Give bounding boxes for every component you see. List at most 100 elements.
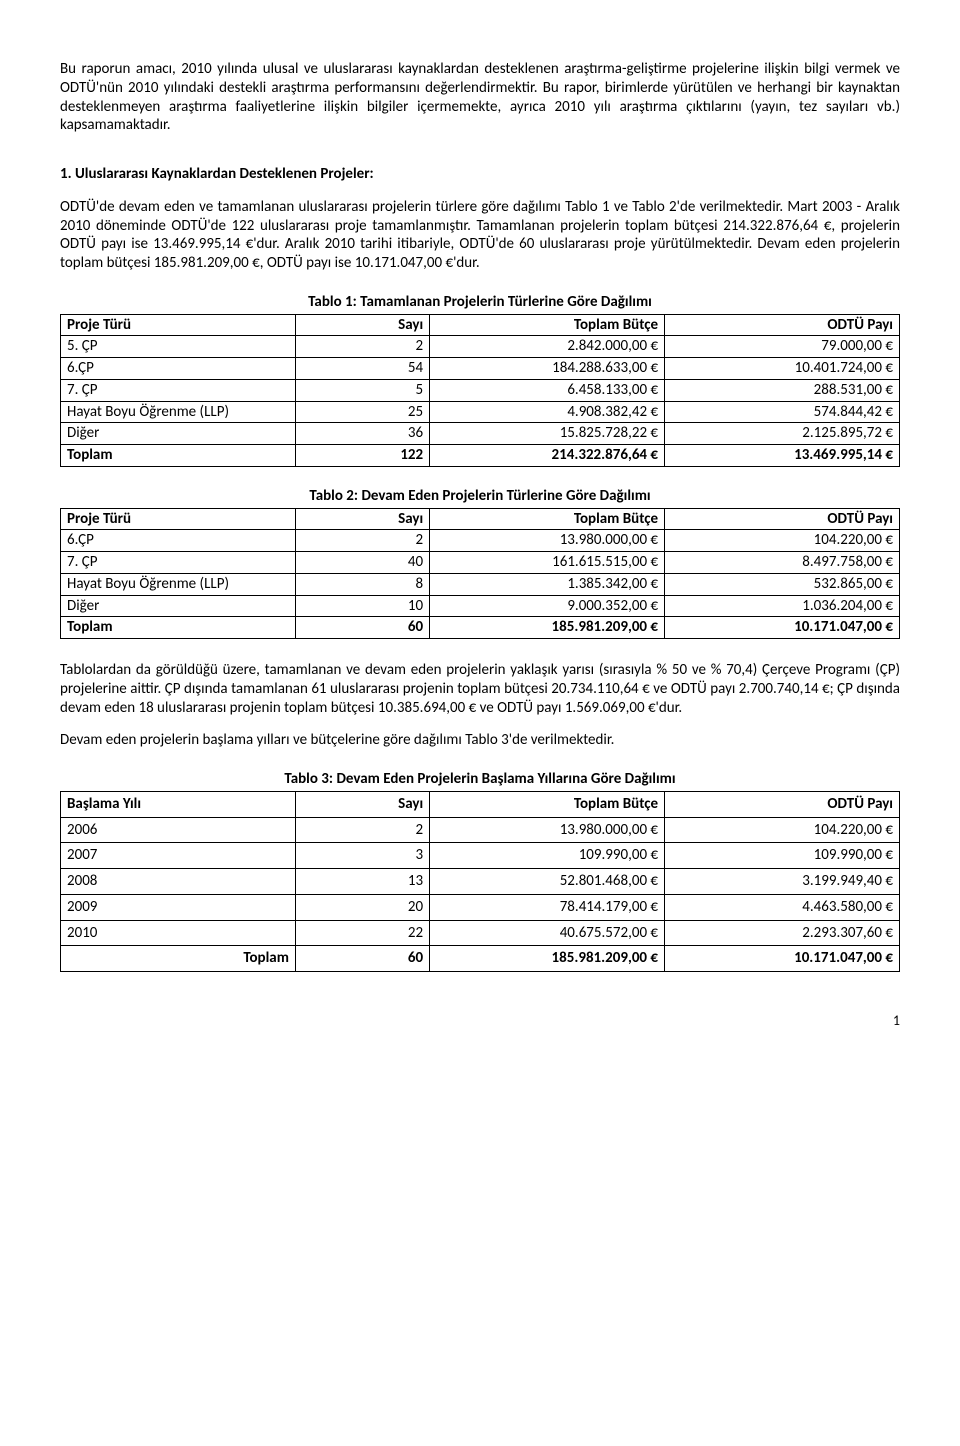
table3-h0: Başlama Yılı <box>61 791 296 817</box>
table2: Proje Türü Sayı Toplam Bütçe ODTÜ Payı 6… <box>60 508 900 640</box>
table-cell: 6.458.133,00 € <box>430 379 665 401</box>
table-cell: 2.293.307,60 € <box>665 920 900 946</box>
table-row: 20092078.414.179,00 €4.463.580,00 € <box>61 894 900 920</box>
table-cell: 109.990,00 € <box>665 843 900 869</box>
analysis-paragraph: Tablolardan da görüldüğü üzere, tamamlan… <box>60 661 900 717</box>
table1-h1: Sayı <box>295 314 429 336</box>
table-cell: 6.ÇP <box>61 358 296 380</box>
table-total-row: Toplam60185.981.209,00 €10.171.047,00 € <box>61 946 900 972</box>
table-row: 7. ÇP40161.615.515,00 €8.497.758,00 € <box>61 552 900 574</box>
table-cell: 36 <box>295 423 429 445</box>
table2-h2: Toplam Bütçe <box>430 508 665 530</box>
table-cell: 13.469.995,14 € <box>665 445 900 467</box>
table-cell: 13.980.000,00 € <box>430 530 665 552</box>
table-cell: 78.414.179,00 € <box>430 894 665 920</box>
table1-h0: Proje Türü <box>61 314 296 336</box>
table-cell: 20 <box>295 894 429 920</box>
page-number: 1 <box>60 1012 900 1030</box>
table-cell: 288.531,00 € <box>665 379 900 401</box>
table-cell: Toplam <box>61 946 296 972</box>
table-cell: 122 <box>295 445 429 467</box>
table-cell: 4.908.382,42 € <box>430 401 665 423</box>
table-total-row: Toplam60185.981.209,00 €10.171.047,00 € <box>61 617 900 639</box>
table3-title: Tablo 3: Devam Eden Projelerin Başlama Y… <box>60 770 900 789</box>
table-cell: 109.990,00 € <box>430 843 665 869</box>
table-cell: 574.844,42 € <box>665 401 900 423</box>
table-cell: 2.125.895,72 € <box>665 423 900 445</box>
table-cell: 5 <box>295 379 429 401</box>
table-cell: 10.171.047,00 € <box>665 946 900 972</box>
intro-paragraph: Bu raporun amacı, 2010 yılında ulusal ve… <box>60 60 900 135</box>
table-row: 20073109.990,00 €109.990,00 € <box>61 843 900 869</box>
table-cell: 184.288.633,00 € <box>430 358 665 380</box>
table-cell: 8 <box>295 573 429 595</box>
table-row: 20102240.675.572,00 €2.293.307,60 € <box>61 920 900 946</box>
table-cell: 25 <box>295 401 429 423</box>
table-cell: 7. ÇP <box>61 552 296 574</box>
table-cell: 7. ÇP <box>61 379 296 401</box>
table-cell: 2007 <box>61 843 296 869</box>
table2-h0: Proje Türü <box>61 508 296 530</box>
table-cell: 3.199.949,40 € <box>665 869 900 895</box>
table-row: Diğer3615.825.728,22 €2.125.895,72 € <box>61 423 900 445</box>
section-heading-1: 1. Uluslararası Kaynaklardan Desteklenen… <box>60 165 900 184</box>
table-cell: 8.497.758,00 € <box>665 552 900 574</box>
table-cell: 13 <box>295 869 429 895</box>
table-cell: 4.463.580,00 € <box>665 894 900 920</box>
table-cell: Toplam <box>61 617 296 639</box>
table-cell: 1.036.204,00 € <box>665 595 900 617</box>
table-cell: 52.801.468,00 € <box>430 869 665 895</box>
table-row: 6.ÇP54184.288.633,00 €10.401.724,00 € <box>61 358 900 380</box>
table3: Başlama Yılı Sayı Toplam Bütçe ODTÜ Payı… <box>60 791 900 972</box>
table2-title: Tablo 2: Devam Eden Projelerin Türlerine… <box>60 487 900 506</box>
table1: Proje Türü Sayı Toplam Bütçe ODTÜ Payı 5… <box>60 314 900 467</box>
table-cell: 185.981.209,00 € <box>430 946 665 972</box>
table1-title: Tablo 1: Tamamlanan Projelerin Türlerine… <box>60 293 900 312</box>
table-total-row: Toplam122214.322.876,64 €13.469.995,14 € <box>61 445 900 467</box>
table-row: 6.ÇP213.980.000,00 €104.220,00 € <box>61 530 900 552</box>
table-cell: Hayat Boyu Öğrenme (LLP) <box>61 401 296 423</box>
table-row: Hayat Boyu Öğrenme (LLP)81.385.342,00 €5… <box>61 573 900 595</box>
table2-h1: Sayı <box>295 508 429 530</box>
table-cell: 2 <box>295 530 429 552</box>
table-cell: 2010 <box>61 920 296 946</box>
table-cell: 10.401.724,00 € <box>665 358 900 380</box>
table3-header-row: Başlama Yılı Sayı Toplam Bütçe ODTÜ Payı <box>61 791 900 817</box>
table-row: 5. ÇP22.842.000,00 €79.000,00 € <box>61 336 900 358</box>
table-cell: 104.220,00 € <box>665 530 900 552</box>
table-cell: 5. ÇP <box>61 336 296 358</box>
table-row: 2006213.980.000,00 €104.220,00 € <box>61 817 900 843</box>
table-cell: 214.322.876,64 € <box>430 445 665 467</box>
table-cell: 13.980.000,00 € <box>430 817 665 843</box>
table-cell: 2006 <box>61 817 296 843</box>
table-cell: 60 <box>295 946 429 972</box>
table-cell: Hayat Boyu Öğrenme (LLP) <box>61 573 296 595</box>
table-cell: 161.615.515,00 € <box>430 552 665 574</box>
table-cell: 104.220,00 € <box>665 817 900 843</box>
table1-h2: Toplam Bütçe <box>430 314 665 336</box>
table-cell: Diğer <box>61 423 296 445</box>
table2-h3: ODTÜ Payı <box>665 508 900 530</box>
table-row: Hayat Boyu Öğrenme (LLP)254.908.382,42 €… <box>61 401 900 423</box>
table-cell: 2.842.000,00 € <box>430 336 665 358</box>
table-row: 7. ÇP56.458.133,00 €288.531,00 € <box>61 379 900 401</box>
table-cell: 60 <box>295 617 429 639</box>
table1-h3: ODTÜ Payı <box>665 314 900 336</box>
table3-intro-paragraph: Devam eden projelerin başlama yılları ve… <box>60 731 900 750</box>
table2-header-row: Proje Türü Sayı Toplam Bütçe ODTÜ Payı <box>61 508 900 530</box>
table-cell: Diğer <box>61 595 296 617</box>
table1-header-row: Proje Türü Sayı Toplam Bütçe ODTÜ Payı <box>61 314 900 336</box>
table-cell: 1.385.342,00 € <box>430 573 665 595</box>
table-row: Diğer109.000.352,00 €1.036.204,00 € <box>61 595 900 617</box>
table-cell: 2 <box>295 336 429 358</box>
table-cell: 10.171.047,00 € <box>665 617 900 639</box>
table-cell: 40 <box>295 552 429 574</box>
table-cell: 10 <box>295 595 429 617</box>
table-cell: 2008 <box>61 869 296 895</box>
table-cell: 22 <box>295 920 429 946</box>
table-cell: 40.675.572,00 € <box>430 920 665 946</box>
table3-h3: ODTÜ Payı <box>665 791 900 817</box>
table-cell: 9.000.352,00 € <box>430 595 665 617</box>
table-row: 20081352.801.468,00 €3.199.949,40 € <box>61 869 900 895</box>
table-cell: 15.825.728,22 € <box>430 423 665 445</box>
